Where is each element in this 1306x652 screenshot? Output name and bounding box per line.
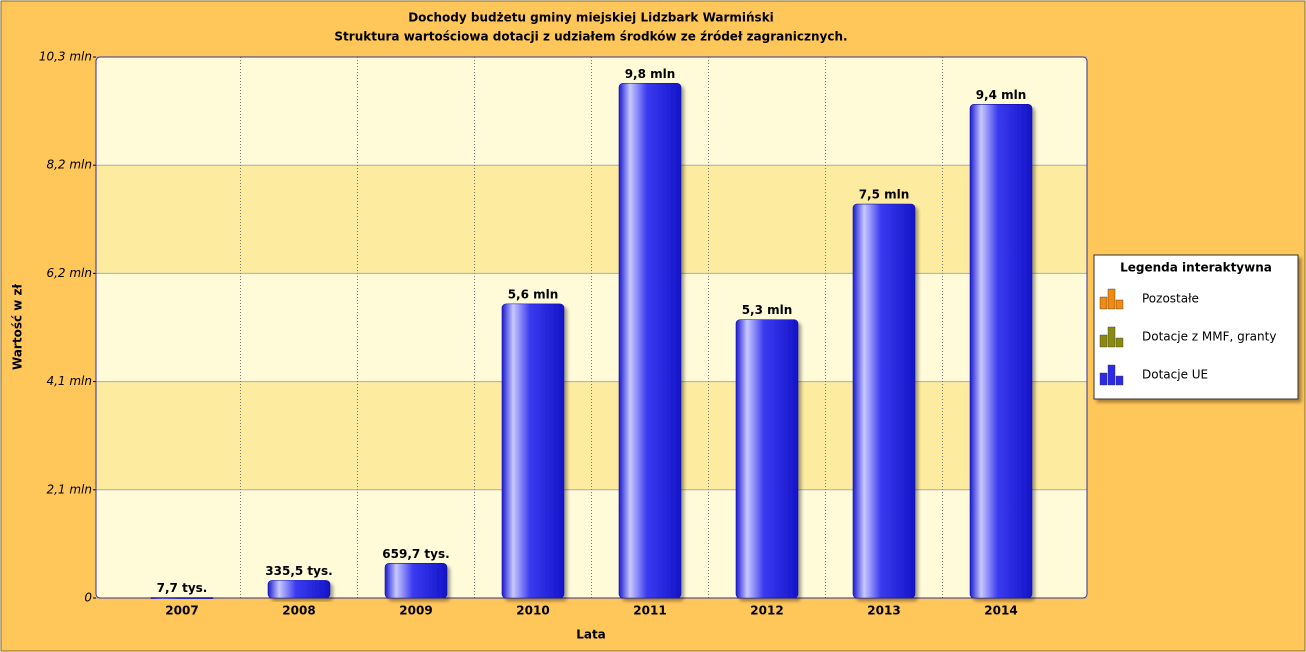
legend-icon [1099,372,1108,386]
legend-title: Legenda interaktywna [1120,261,1272,275]
legend[interactable]: Legenda interaktywna Pozostałe Dotacje z … [1093,254,1299,400]
y-tick-label: 8,2 mln [46,158,92,172]
legend-icon [1107,326,1116,348]
value-label: 659,7 tys. [382,547,449,561]
x-tick-label: 2014 [984,604,1017,618]
bar [384,563,448,599]
plot-border [95,56,1088,599]
bar [852,203,916,599]
y-tick-label: 4,1 mln [46,374,92,388]
bar [267,580,331,599]
legend-label: Dotacje UE [1142,368,1208,382]
y-tick-label: 6,2 mln [46,266,92,280]
legend-icon [1099,334,1108,348]
legend-icon [1099,296,1108,310]
bar [150,597,214,599]
plot-area: 0 2,1 mln 4,1 mln 6,2 mln 8,2 mln 10,3 mln 200… [39,50,1088,618]
value-label: 9,4 mln [976,88,1027,102]
bar [618,82,682,599]
x-tick-label: 2007 [165,604,198,618]
value-label: 7,5 mln [859,188,910,202]
legend-icon [1115,299,1124,310]
legend-icon [1107,364,1116,386]
x-axis-label: Lata [576,628,606,642]
value-label: 5,3 mln [742,303,793,317]
x-tick-label: 2008 [282,604,315,618]
value-label: 335,5 tys. [265,564,332,578]
bar [501,303,565,599]
bar [969,103,1033,599]
x-tick-label: 2010 [516,604,549,618]
legend-box [1093,254,1299,400]
y-tick-label: 2,1 mln [46,482,92,496]
value-label: 5,6 mln [508,287,559,301]
x-tick-label: 2011 [633,604,666,618]
y-tick-label: 10,3 mln [39,50,92,64]
value-label: 9,8 mln [625,67,676,81]
legend-label: Pozostałe [1142,292,1199,306]
bar [735,319,799,599]
legend-icon [1115,375,1124,386]
x-tick-label: 2009 [399,604,432,618]
x-tick-label: 2013 [867,604,900,618]
legend-label: Dotacje z MMF, granty [1142,330,1276,344]
legend-icon [1107,288,1116,310]
legend-icon [1115,337,1124,348]
x-tick-label: 2012 [750,604,783,618]
y-axis-label: Wartość w zł [11,283,25,369]
chart-title: Dochody budżetu gminy miejskiej Lidzbark… [408,11,774,25]
value-label: 7,7 tys. [157,581,208,595]
chart-subtitle: Struktura wartościowa dotacji z udziałem… [334,30,847,44]
y-tick-label: 0 [84,591,92,605]
